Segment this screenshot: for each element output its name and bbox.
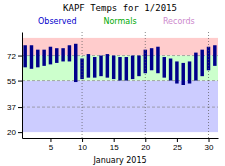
tick-label: 15 [110, 143, 119, 152]
bar [36, 50, 39, 68]
tick: 30 [205, 138, 214, 152]
bar [150, 48, 153, 70]
bar [49, 47, 52, 65]
plot-area [22, 32, 218, 138]
tick-mark [50, 138, 51, 142]
bar [74, 44, 77, 82]
chart: 5 10 15 20 25 30 20 37 55 72 KAPF Temps for 1/2015… [0, 0, 225, 166]
tick: 15 [110, 138, 119, 152]
tick-mark [177, 138, 178, 142]
bar [163, 57, 166, 78]
legend-label: Normals [103, 17, 136, 26]
bar [87, 54, 90, 78]
title: KAPF Temps for 1/2015 [63, 3, 177, 13]
bar [188, 61, 191, 83]
bar [106, 54, 109, 78]
tick-label: 72 [7, 52, 16, 61]
tick-label: 55 [7, 77, 16, 86]
tick: 20 [141, 138, 150, 152]
bar [125, 57, 128, 81]
bar [213, 45, 216, 66]
bar [30, 45, 33, 69]
reference-line [208, 32, 209, 138]
bar [194, 53, 197, 81]
bar [200, 50, 203, 77]
bar [118, 57, 121, 81]
bar [23, 45, 26, 67]
bar [175, 61, 178, 83]
tick-label: 25 [173, 143, 182, 152]
tick: 55 [7, 77, 22, 86]
tick-label: 20 [141, 143, 150, 152]
tick-mark [114, 138, 115, 142]
bar [99, 56, 102, 77]
tick-mark [18, 107, 22, 108]
tick-mark [18, 81, 22, 82]
tick-label: 5 [49, 143, 54, 152]
tick-label: 37 [7, 103, 16, 112]
reference-line [82, 32, 83, 138]
bar [55, 48, 58, 63]
reference-line [22, 107, 218, 108]
bar [156, 47, 159, 74]
tick-mark [82, 138, 83, 142]
bar [137, 56, 140, 77]
reference-line [145, 32, 146, 138]
tick: 72 [7, 52, 22, 61]
bar [131, 56, 134, 80]
axis-title: January 2015 [92, 156, 146, 165]
bar [112, 56, 115, 80]
tick: 10 [78, 138, 87, 152]
bar [169, 59, 172, 81]
bar [61, 48, 64, 61]
axis-line [22, 33, 23, 139]
tick: 20 [7, 128, 22, 137]
y-axis: 20 37 55 72 [7, 33, 22, 139]
axis-line [23, 138, 219, 139]
tick: 37 [7, 103, 22, 112]
tick-label: 30 [205, 143, 214, 152]
tick-label: 20 [7, 128, 16, 137]
tick-label: 10 [78, 143, 87, 152]
bar [68, 45, 71, 61]
tick-mark [18, 132, 22, 133]
bar [181, 63, 184, 85]
tick-mark [209, 138, 210, 142]
legend-label: Records [163, 17, 195, 26]
tick-mark [145, 138, 146, 142]
band [22, 81, 218, 133]
x-axis: 5 10 15 20 25 30 [23, 138, 219, 152]
tick: 25 [173, 138, 182, 152]
bar [93, 57, 96, 78]
bar [42, 50, 45, 66]
legend-label: Observed [38, 17, 77, 26]
tick-mark [18, 56, 22, 57]
tick: 5 [49, 138, 54, 152]
